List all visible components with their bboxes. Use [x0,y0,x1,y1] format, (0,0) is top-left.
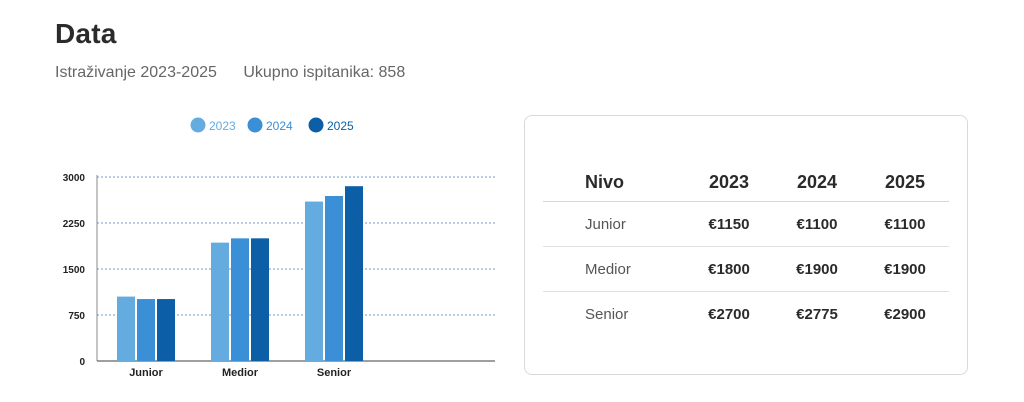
bar-2023 [305,201,323,361]
legend-label: 2024 [266,119,293,133]
row-level: Medior [543,246,685,292]
row-value: €1150 [685,201,773,247]
respondent-count: Ukupno ispitanika: 858 [243,64,406,81]
row-value: €1800 [685,246,773,292]
row-value: €1100 [861,201,949,247]
row-value: €2700 [708,305,750,323]
bar-2023 [211,242,229,361]
legend-swatch [308,117,324,133]
bar-2024 [325,196,343,361]
legend-swatch [247,117,263,133]
table-row: Junior €1150 €1100 €1100 [543,201,949,247]
table-row: Senior €2700 €2775 €2900 [543,292,949,337]
bar-2025 [251,238,269,361]
bar-2024 [137,299,155,361]
y-tick-label: 750 [68,311,85,322]
row-value: €1900 [773,246,861,292]
survey-period: Istraživanje 2023-2025 [55,64,217,81]
legend-label: 2025 [327,119,354,133]
bar-2025 [345,186,363,361]
y-tick-label: 1500 [63,265,86,276]
y-tick-label: 2250 [63,219,86,230]
y-tick-label: 0 [79,357,85,368]
x-tick-label: Senior [317,367,352,379]
row-value: €2900 [884,305,926,323]
legend-label: 2023 [209,119,236,133]
subtitle-row: Istraživanje 2023-2025 Ukupno ispitanika… [55,64,427,82]
row-level: Senior [585,305,629,323]
table-header-level: Nivo [543,162,685,202]
table-row: Medior €1800 €1900 €1900 [543,246,949,292]
row-value: €2775 [796,305,838,323]
table-header-row: Nivo 2023 2024 2025 [543,162,949,202]
x-tick-label: Junior [129,367,163,379]
x-tick-label: Medior [222,367,259,379]
row-value: €1900 [861,246,949,292]
bar-2023 [117,296,135,361]
table-header-year: 2024 [773,162,861,202]
row-value: €1100 [773,201,861,247]
bar-chart-svg: 0 750 1500 2250 3000 Junior Medior Senior 2023 20… [63,117,495,379]
row-level: Junior [543,201,685,247]
salary-table-card: Nivo 2023 2024 2025 Junior €1150 €1100 €… [524,115,968,375]
legend-swatch [190,117,206,133]
bar-chart: 0 750 1500 2250 3000 Junior Medior Senior 2023 20… [0,100,510,402]
bar-2024 [231,238,249,361]
table-header-year: 2025 [861,162,949,202]
y-tick-label: 3000 [63,173,86,184]
salary-table: Nivo 2023 2024 2025 Junior €1150 €1100 €… [543,162,949,336]
table-header-year: 2023 [685,162,773,202]
bar-2025 [157,299,175,361]
page-title: Data [55,18,117,49]
